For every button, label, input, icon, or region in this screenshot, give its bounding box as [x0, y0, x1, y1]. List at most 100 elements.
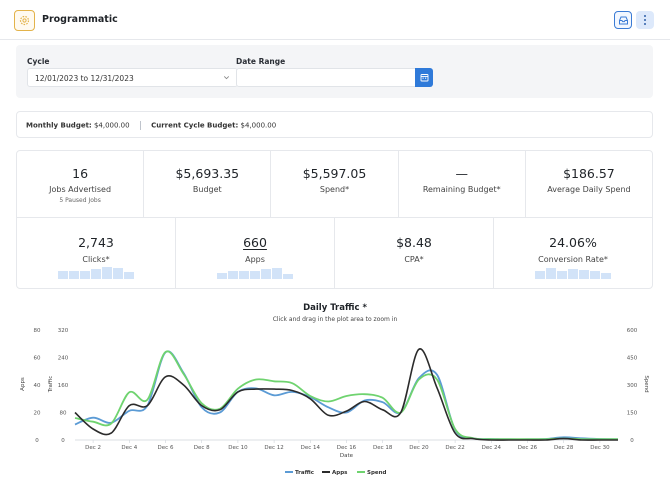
x-tick-label: Dec 24 [482, 445, 502, 451]
spend-axis-tick: 450 [627, 356, 638, 362]
stat-value: 24.06% [549, 235, 597, 250]
spend-axis-tick: 0 [630, 438, 634, 444]
monthly-budget-value: $4,000.00 [93, 121, 130, 130]
stats-grid: 16 Jobs Advertised 5 Paused Jobs $5,693.… [16, 150, 653, 289]
stat-label: Jobs Advertised [49, 185, 112, 194]
stat-label: Budget [192, 185, 222, 194]
stat-label: Clicks* [82, 255, 110, 264]
x-tick-label: Dec 28 [554, 445, 574, 451]
sparkline-bar [124, 272, 134, 279]
sparkline-bar [601, 273, 611, 279]
stat-remaining-budget: — Remaining Budget* [399, 151, 526, 217]
x-tick-label: Dec 30 [590, 445, 610, 451]
stat-label: Apps [245, 255, 265, 264]
sparkline-bar [58, 271, 68, 279]
stat-value: $186.57 [563, 166, 615, 181]
x-tick-label: Dec 22 [445, 445, 464, 451]
date-range-label: Date Range [236, 57, 286, 66]
stat-label: Conversion Rate* [538, 255, 608, 264]
x-tick-label: Dec 8 [194, 445, 210, 451]
apps-axis-tick: 80 [34, 328, 41, 334]
traffic-axis-title: Traffic [48, 376, 54, 394]
more-options-button[interactable] [636, 11, 654, 29]
sparkline-bar [250, 271, 260, 279]
apps-axis-title: Apps [20, 377, 26, 391]
stat-average-daily-spend: $186.57 Average Daily Spend [526, 151, 652, 217]
stat-budget: $5,693.35 Budget [144, 151, 272, 217]
chevron-down-icon [223, 76, 230, 80]
traffic-axis-tick: 160 [58, 383, 69, 389]
traffic-axis-tick: 80 [60, 411, 67, 417]
budget-summary: Monthly Budget: $4,000.00 Current Cycle … [16, 111, 653, 138]
monthly-budget-label: Monthly Budget: [26, 121, 92, 130]
cycle-select[interactable]: 12/01/2023 to 12/31/2023 [27, 68, 238, 87]
stat-clicks: 2,743 Clicks* [17, 218, 176, 289]
inbox-button[interactable] [614, 11, 632, 29]
cycle-budget-label: Current Cycle Budget: [151, 121, 239, 130]
sparkline-bar [283, 274, 293, 279]
stat-sublabel: 5 Paused Jobs [59, 197, 101, 204]
sparkline-bar [113, 268, 123, 279]
sparkline-bar [217, 273, 227, 279]
inbox-icon [618, 16, 628, 24]
sparkline-bar [69, 271, 79, 279]
x-tick-label: Dec 14 [301, 445, 321, 451]
sparkline-bar [546, 268, 556, 279]
stat-jobs-advertised: 16 Jobs Advertised 5 Paused Jobs [17, 151, 145, 217]
sparkline-bar [239, 271, 249, 279]
x-tick-label: Dec 26 [518, 445, 538, 451]
x-axis-title: Date [340, 453, 354, 459]
x-tick-label: Dec 2 [85, 445, 101, 451]
legend-label-apps: Apps [332, 470, 348, 476]
calendar-icon [420, 74, 428, 82]
stat-value: $5,597.05 [302, 166, 367, 181]
sparkline [494, 265, 652, 279]
stat-label: CPA* [404, 255, 424, 264]
x-tick-label: Dec 16 [337, 445, 357, 451]
sparkline-bar [535, 271, 545, 279]
series-line-spend [74, 350, 618, 441]
stat-cpa: $8.48 CPA* [335, 218, 494, 289]
sparkline-bar [272, 268, 282, 279]
apps-axis-tick: 0 [35, 438, 39, 444]
gear-badge-icon [14, 10, 35, 31]
stat-apps: 660 Apps [176, 218, 335, 289]
daily-traffic-chart[interactable]: 0 20 40 60 80 0 80 160 240 320 0 150 300 450 600 Apps Tr… [0, 322, 670, 487]
page-title: Programmatic [42, 14, 118, 25]
sparkline-bar [80, 271, 90, 279]
spend-axis-tick: 600 [627, 328, 638, 334]
sparkline [17, 265, 175, 279]
calendar-button[interactable] [415, 68, 433, 87]
chart-subtitle: Click and drag in the plot area to zoom … [272, 316, 398, 323]
x-tick-label: Dec 10 [228, 445, 248, 451]
filters-panel: Cycle 12/01/2023 to 12/31/2023 Date Rang… [16, 45, 653, 98]
sparkline-bar [590, 271, 600, 279]
traffic-axis-tick: 240 [58, 356, 69, 362]
spend-axis-tick: 150 [627, 411, 638, 417]
legend-label-traffic: Traffic [295, 470, 314, 476]
x-tick-label: Dec 20 [409, 445, 429, 451]
stat-conversion-rate: 24.06% Conversion Rate* [494, 218, 652, 289]
apps-axis-tick: 60 [34, 356, 41, 362]
traffic-axis-tick: 0 [61, 438, 65, 444]
cycle-budget-value: $4,000.00 [240, 121, 277, 130]
chart-title: Daily Traffic * [303, 303, 367, 313]
x-tick-label: Dec 6 [158, 445, 174, 451]
stat-value-link[interactable]: 660 [243, 235, 267, 250]
stat-label: Average Daily Spend [547, 185, 631, 194]
sparkline-bar [557, 271, 567, 279]
stat-spend: $5,597.05 Spend* [271, 151, 399, 217]
sparkline [176, 265, 334, 279]
divider [139, 121, 141, 130]
sparkline-bar [91, 269, 101, 279]
series-line-apps [74, 348, 618, 441]
cycle-label: Cycle [27, 57, 50, 66]
sparkline-bar [102, 267, 112, 279]
legend-label-spend: Spend [367, 470, 387, 476]
apps-axis-tick: 40 [34, 383, 41, 389]
top-bar: Programmatic [0, 0, 670, 40]
date-range-input[interactable] [236, 68, 416, 87]
x-tick-label: Dec 18 [373, 445, 393, 451]
spend-axis-tick: 300 [627, 383, 638, 389]
stat-label: Spend* [319, 185, 350, 194]
